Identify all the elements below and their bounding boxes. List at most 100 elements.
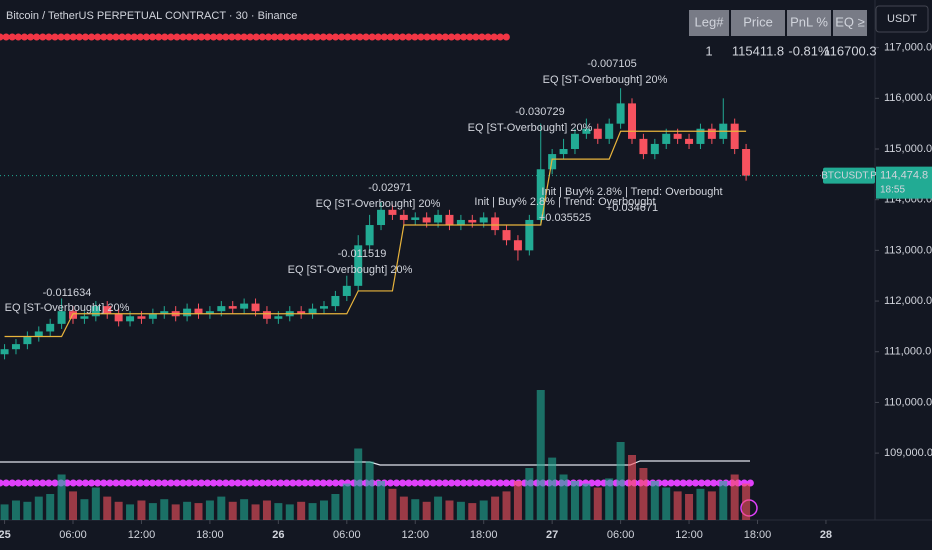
volume-bar — [422, 501, 431, 520]
candle-body — [491, 217, 500, 231]
volume-bar — [297, 501, 306, 520]
candle-body — [662, 133, 671, 144]
candle-body — [160, 311, 169, 314]
volume-bar — [331, 494, 340, 520]
candle-body — [582, 128, 591, 134]
volume-bar — [685, 494, 694, 520]
candle-body — [262, 311, 271, 319]
x-tick-label: 18:00 — [470, 529, 498, 541]
volume-bar — [57, 474, 66, 520]
candle-body — [297, 311, 306, 314]
volume-bar — [137, 500, 146, 520]
volume-bar — [148, 503, 157, 520]
table-cell: -0.81% — [788, 43, 830, 58]
volume-bar — [0, 504, 9, 520]
currency-label: USDT — [887, 13, 917, 25]
table-cell: 116700.3 — [823, 43, 876, 58]
volume-bar — [23, 501, 32, 520]
volume-bar — [742, 483, 751, 520]
volume-bar — [160, 499, 169, 520]
y-tick-label: 112,000.0 — [884, 295, 932, 307]
volume-bar — [46, 494, 55, 520]
volume-bar — [570, 481, 579, 520]
indicator-line — [0, 460, 750, 466]
volume-bar — [34, 496, 43, 520]
candle-body — [399, 214, 408, 220]
candle-body — [46, 323, 55, 332]
volume-bar — [730, 474, 739, 520]
annotation: -0.011519 — [338, 248, 387, 260]
candle-body — [502, 230, 511, 241]
candle-body — [240, 303, 249, 309]
volume-bar — [513, 481, 522, 520]
volume-bar — [251, 504, 260, 520]
candle-body — [331, 295, 340, 307]
candle-body — [525, 219, 534, 251]
candle-body — [80, 316, 89, 319]
candle-body — [650, 143, 659, 155]
volume-bar — [285, 504, 294, 520]
currency-button[interactable] — [875, 5, 929, 33]
volume-bar — [650, 481, 659, 520]
candle-body — [696, 128, 705, 144]
annotation: EQ [ST-Overbought] 20% — [288, 264, 413, 276]
annotation: -0.011634 — [43, 287, 92, 299]
x-tick-label: 12:00 — [401, 529, 429, 541]
annotation: -0.02971 — [368, 182, 411, 194]
volume-bar — [11, 500, 20, 520]
table-header-cell — [689, 10, 729, 36]
candle-body — [536, 169, 545, 220]
volume-bar — [616, 442, 625, 520]
volume-bar — [171, 504, 180, 520]
candle-body — [605, 123, 614, 139]
volume-bar — [240, 499, 249, 520]
volume-bar — [593, 487, 602, 520]
candle-body — [593, 128, 602, 139]
candle-body — [616, 103, 625, 124]
candle-body — [274, 316, 283, 319]
symbol-label: BTCUSDT.P — [821, 170, 877, 181]
candle-body — [137, 316, 146, 319]
candle-body — [251, 303, 260, 312]
x-tick-label: 27 — [546, 529, 558, 541]
volume-bar — [639, 468, 648, 520]
annotation: EQ [ST-Overbought] 20% — [543, 74, 668, 86]
volume-bar — [456, 501, 465, 520]
x-tick-label: 12:00 — [675, 529, 703, 541]
annotation: -0.030729 — [515, 106, 565, 118]
table-header-cell — [787, 10, 831, 36]
volume-bar — [183, 501, 192, 520]
annotation: Init | Buy% 2.8% | Trend: Overbought — [474, 196, 655, 208]
candle-body — [377, 209, 386, 226]
x-tick-label: 18:00 — [744, 529, 772, 541]
volume-bar — [205, 500, 214, 520]
candle-body — [388, 209, 397, 215]
volume-bar — [365, 461, 374, 520]
annotation: Init | Buy% 2.8% | Trend: Overbought — [541, 186, 722, 198]
candle-body — [685, 138, 694, 144]
y-tick-label: 117,000.0 — [884, 42, 932, 54]
candle-body — [411, 217, 420, 220]
candle-body — [342, 285, 351, 296]
candle-body — [217, 306, 226, 312]
candle-body — [126, 316, 135, 322]
volume-bar — [536, 390, 545, 520]
volume-bar — [434, 496, 443, 520]
candle-body — [34, 331, 43, 337]
x-tick-label: 28 — [820, 529, 832, 541]
candle-body — [479, 217, 488, 223]
y-tick-label: 116,000.0 — [884, 92, 932, 104]
volume-bar — [662, 487, 671, 520]
candle-body — [628, 103, 637, 139]
candle-body — [673, 133, 682, 139]
x-tick-label: 26 — [272, 529, 284, 541]
volume-bar — [377, 481, 386, 520]
volume-bar — [80, 499, 89, 520]
x-tick-label: 06:00 — [333, 529, 361, 541]
candle-body — [148, 313, 157, 319]
y-tick-label: 109,000.0 — [884, 447, 932, 459]
candle-body — [639, 138, 648, 155]
candle-body — [114, 313, 123, 322]
volume-bar — [525, 468, 534, 520]
